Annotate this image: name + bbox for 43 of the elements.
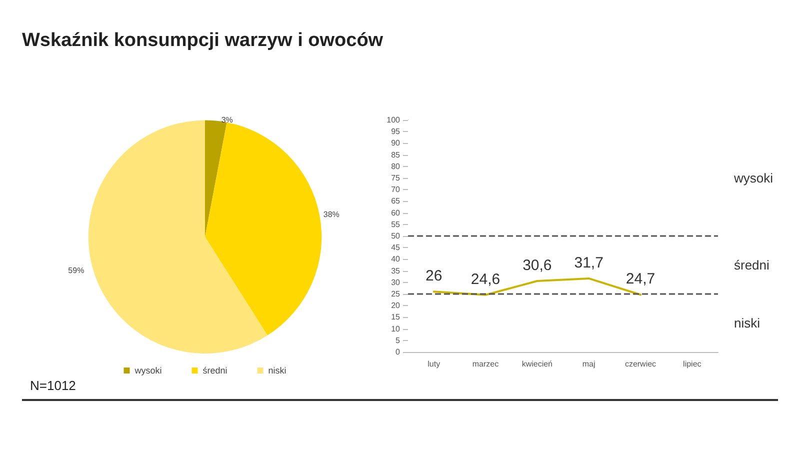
y-tick-label: 35 — [391, 266, 401, 276]
legend-label: niski — [268, 366, 286, 376]
y-tick-label: 100 — [386, 116, 401, 124]
y-tick-label: 70 — [391, 185, 401, 194]
x-tick-label: kwiecień — [522, 360, 553, 368]
band-label: średni — [734, 258, 770, 272]
data-label: 24,7 — [626, 270, 656, 288]
x-tick-label: lipiec — [683, 360, 702, 368]
data-label: 24,6 — [470, 270, 500, 288]
x-tick-label: czerwiec — [624, 360, 656, 368]
y-tick-label: 60 — [391, 208, 401, 218]
data-label: 59% — [68, 266, 84, 276]
y-tick-label: 30 — [391, 278, 401, 287]
y-tick-label: 0 — [396, 348, 401, 356]
y-tick-label: 95 — [391, 127, 401, 136]
text: N=1012 — [30, 378, 76, 393]
chart-title: Wskaźnik konsumpcji warzyw i owoców — [22, 30, 384, 52]
data-label: 31,7 — [574, 254, 604, 272]
y-tick-label: 90 — [391, 138, 401, 148]
y-tick-label: 15 — [391, 312, 401, 322]
band-label: wysoki — [733, 170, 774, 186]
y-tick-label: 45 — [391, 243, 401, 252]
x-tick-label: maj — [582, 360, 596, 368]
y-tick-label: 50 — [391, 232, 401, 240]
y-tick-label: 10 — [391, 324, 401, 334]
data-label: 38% — [323, 210, 340, 219]
y-tick-label: 20 — [391, 301, 401, 310]
y-tick-label: 75 — [391, 174, 401, 182]
data-label: 30,6 — [522, 257, 552, 274]
band-label: niski — [734, 316, 760, 330]
y-tick-label: 55 — [391, 220, 401, 229]
y-tick-label: 25 — [391, 290, 401, 298]
y-tick-label: 85 — [391, 150, 401, 160]
data-label: 26 — [425, 268, 442, 285]
legend-label: wysoki — [134, 366, 162, 376]
y-tick-label: 5 — [396, 336, 401, 345]
y-tick-label: 80 — [391, 162, 401, 171]
legend-label: średni — [202, 366, 228, 376]
y-tick-label: 40 — [391, 254, 401, 264]
y-tick-label: 65 — [391, 196, 401, 206]
x-tick-label: luty — [428, 360, 440, 368]
x-tick-label: marzec — [472, 360, 499, 368]
data-label: 3% — [221, 116, 233, 124]
